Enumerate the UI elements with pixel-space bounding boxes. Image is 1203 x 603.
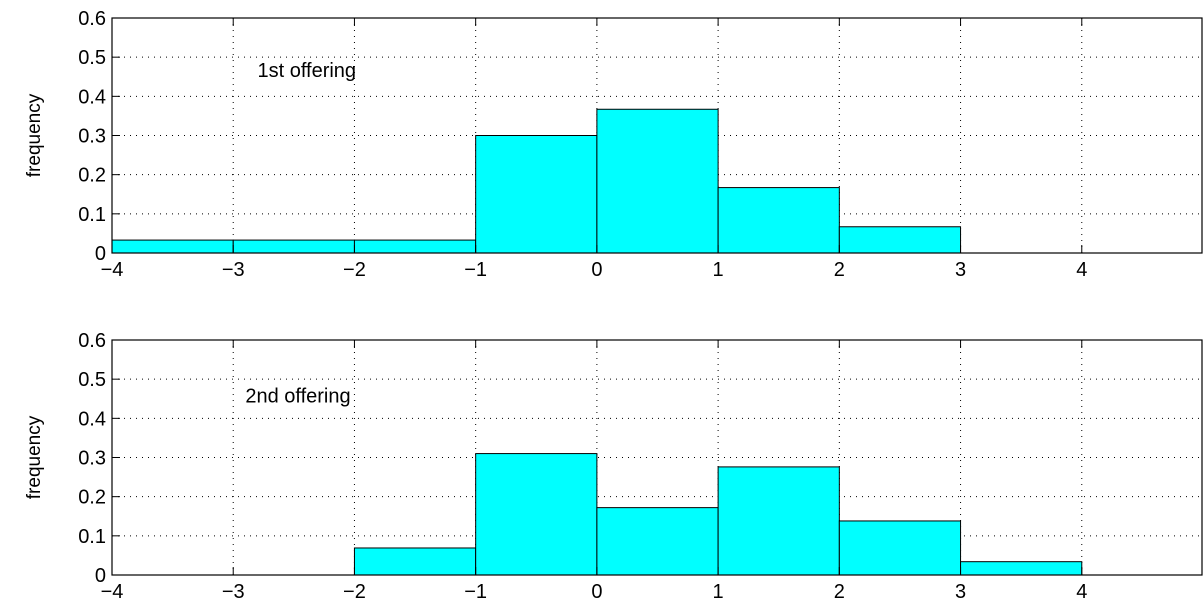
histogram-bar — [353, 239, 477, 254]
x-tick-label: 4 — [1076, 581, 1087, 603]
x-tick-label: −4 — [101, 259, 124, 281]
histogram-bar — [475, 453, 598, 576]
x-tick-label: −3 — [222, 259, 245, 281]
histogram-bar — [596, 507, 719, 576]
x-tick-label: 0 — [591, 259, 602, 281]
y-tick-label: 0.4 — [78, 408, 106, 430]
y-tick-label: 0.1 — [78, 526, 106, 548]
histogram-bar — [596, 108, 719, 254]
y-tick-label: 0.2 — [78, 487, 106, 509]
x-tick-label: −1 — [464, 259, 487, 281]
x-tick-label: 0 — [591, 581, 602, 603]
histogram-bar — [717, 187, 840, 254]
histogram-bar — [475, 135, 598, 254]
x-tick-label: −2 — [343, 259, 366, 281]
x-tick-label: −4 — [101, 581, 124, 603]
chart-annotation: 1st offering — [257, 60, 356, 82]
y-tick-label: 0 — [95, 243, 106, 265]
y-tick-label: 0.4 — [78, 86, 106, 108]
histogram-bar — [838, 520, 962, 576]
y-tick-label: 0.3 — [78, 448, 106, 470]
y-tick-label: 0.3 — [78, 126, 106, 148]
y-tick-label: 0.6 — [78, 330, 106, 352]
x-tick-label: 1 — [713, 581, 724, 603]
y-tick-label: 0.2 — [78, 165, 106, 187]
x-tick-label: −2 — [343, 581, 366, 603]
y-tick-label: 0.5 — [78, 47, 106, 69]
histogram-panel-2nd-offering: 0 0.1 0.2 0.3 0.4 0.5 0.6 −4 −3 −2 −1 0 1 2 3 4 frequenc… — [24, 330, 1203, 603]
histogram-bar — [960, 561, 1083, 576]
histogram-bar — [232, 239, 355, 254]
x-tick-label: 3 — [955, 581, 966, 603]
x-tick-label: 2 — [834, 259, 845, 281]
x-tick-label: −1 — [464, 581, 487, 603]
histogram-bar — [353, 547, 477, 576]
x-tick-label: 4 — [1076, 259, 1087, 281]
histogram-bar — [717, 466, 840, 576]
x-tick-label: −3 — [222, 581, 245, 603]
y-tick-label: 0.6 — [78, 8, 106, 30]
x-tick-label: 2 — [834, 581, 845, 603]
y-tick-label: 0.5 — [78, 369, 106, 391]
histogram-panel-1st-offering: 0 0.1 0.2 0.3 0.4 0.5 0.6 −4 −3 −2 −1 0 1 2 3 4 frequenc… — [24, 8, 1203, 281]
y-axis-label: frequency — [24, 93, 45, 177]
y-axis-label: frequency — [24, 415, 45, 499]
y-tick-label: 0.1 — [78, 204, 106, 226]
chart-annotation: 2nd offering — [245, 386, 350, 408]
y-tick-label: 0 — [95, 565, 106, 587]
histogram-bar — [111, 239, 234, 254]
x-tick-label: 1 — [713, 259, 724, 281]
histogram-bar — [838, 226, 962, 254]
x-tick-label: 3 — [955, 259, 966, 281]
